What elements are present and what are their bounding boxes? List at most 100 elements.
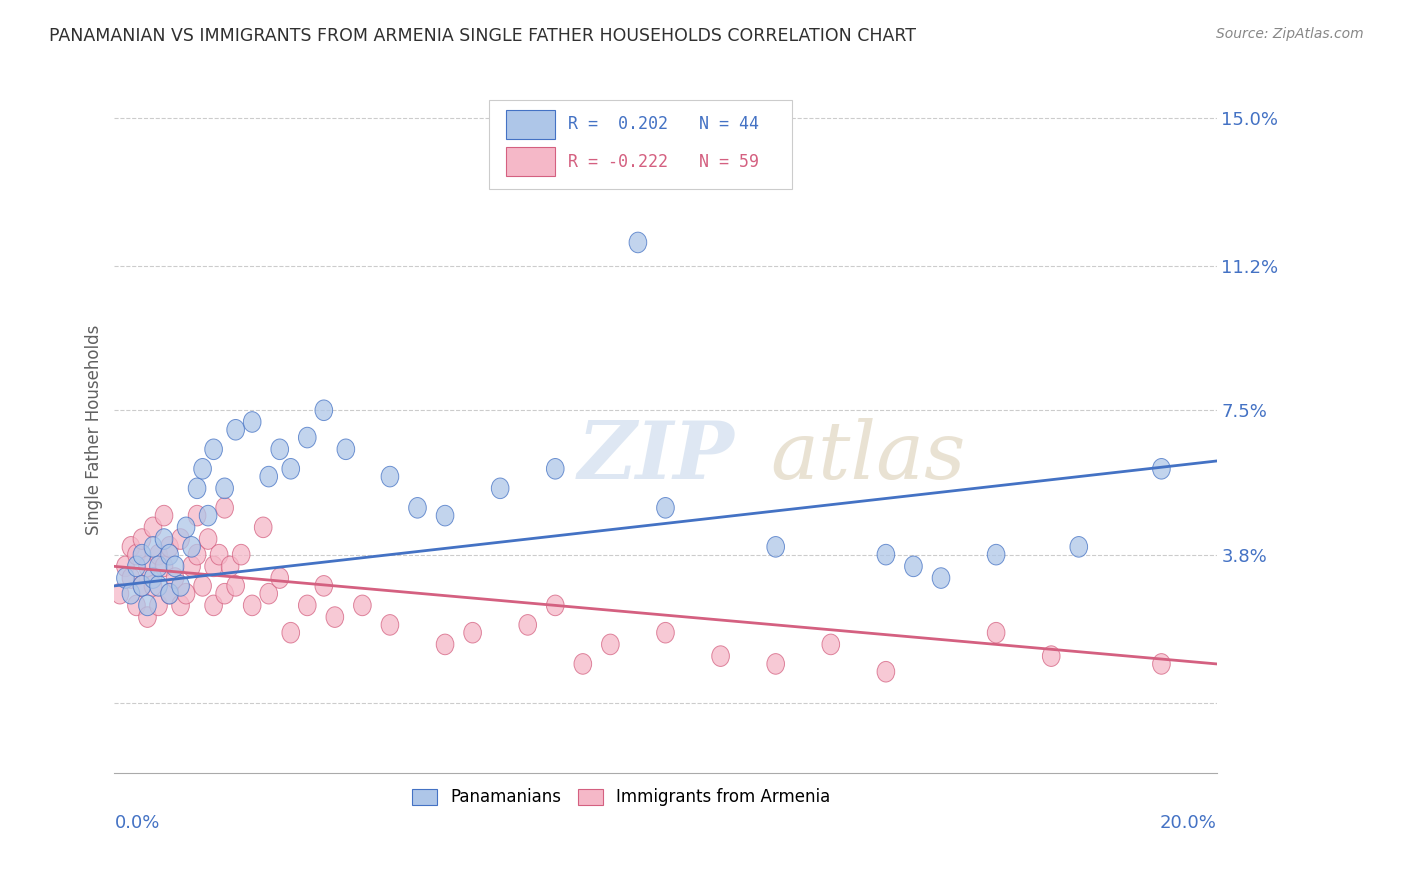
Ellipse shape bbox=[117, 568, 134, 589]
Ellipse shape bbox=[877, 544, 894, 565]
Ellipse shape bbox=[602, 634, 619, 655]
Ellipse shape bbox=[877, 662, 894, 682]
Ellipse shape bbox=[766, 537, 785, 558]
Ellipse shape bbox=[283, 623, 299, 643]
Ellipse shape bbox=[823, 634, 839, 655]
Ellipse shape bbox=[145, 517, 162, 538]
Ellipse shape bbox=[134, 575, 150, 596]
Ellipse shape bbox=[353, 595, 371, 615]
Ellipse shape bbox=[149, 544, 167, 565]
Ellipse shape bbox=[145, 568, 162, 589]
Y-axis label: Single Father Households: Single Father Households bbox=[86, 325, 103, 535]
Text: R = -0.222: R = -0.222 bbox=[568, 153, 668, 171]
Ellipse shape bbox=[166, 556, 184, 576]
Ellipse shape bbox=[381, 467, 399, 487]
Bar bbox=[506, 110, 555, 138]
Ellipse shape bbox=[547, 595, 564, 615]
Bar bbox=[506, 147, 555, 177]
Ellipse shape bbox=[172, 529, 190, 549]
Text: 20.0%: 20.0% bbox=[1160, 814, 1216, 832]
Ellipse shape bbox=[160, 544, 179, 565]
Ellipse shape bbox=[128, 556, 145, 576]
Ellipse shape bbox=[139, 556, 156, 576]
Ellipse shape bbox=[1153, 458, 1170, 479]
Ellipse shape bbox=[205, 556, 222, 576]
Ellipse shape bbox=[188, 506, 205, 526]
Ellipse shape bbox=[177, 583, 195, 604]
Ellipse shape bbox=[139, 607, 156, 627]
Ellipse shape bbox=[200, 506, 217, 526]
Ellipse shape bbox=[211, 544, 228, 565]
Ellipse shape bbox=[215, 583, 233, 604]
Ellipse shape bbox=[149, 556, 167, 576]
Ellipse shape bbox=[145, 575, 162, 596]
Ellipse shape bbox=[298, 595, 316, 615]
Ellipse shape bbox=[260, 583, 277, 604]
Ellipse shape bbox=[160, 583, 179, 604]
Ellipse shape bbox=[987, 623, 1005, 643]
Text: N = 44: N = 44 bbox=[699, 115, 758, 133]
Ellipse shape bbox=[436, 634, 454, 655]
Ellipse shape bbox=[200, 529, 217, 549]
Ellipse shape bbox=[134, 544, 150, 565]
Ellipse shape bbox=[464, 623, 481, 643]
Ellipse shape bbox=[172, 575, 190, 596]
Ellipse shape bbox=[657, 498, 675, 518]
Text: N = 59: N = 59 bbox=[699, 153, 758, 171]
Ellipse shape bbox=[657, 623, 675, 643]
Ellipse shape bbox=[166, 568, 184, 589]
Ellipse shape bbox=[134, 575, 150, 596]
Ellipse shape bbox=[337, 439, 354, 459]
Ellipse shape bbox=[271, 439, 288, 459]
FancyBboxPatch shape bbox=[489, 100, 792, 189]
Ellipse shape bbox=[1153, 654, 1170, 674]
Ellipse shape bbox=[1070, 537, 1088, 558]
Ellipse shape bbox=[183, 537, 201, 558]
Ellipse shape bbox=[128, 595, 145, 615]
Ellipse shape bbox=[134, 529, 150, 549]
Ellipse shape bbox=[117, 556, 134, 576]
Ellipse shape bbox=[436, 506, 454, 526]
Ellipse shape bbox=[122, 568, 139, 589]
Ellipse shape bbox=[221, 556, 239, 576]
Ellipse shape bbox=[145, 537, 162, 558]
Ellipse shape bbox=[155, 556, 173, 576]
Legend: Panamanians, Immigrants from Armenia: Panamanians, Immigrants from Armenia bbox=[405, 781, 838, 813]
Ellipse shape bbox=[326, 607, 343, 627]
Ellipse shape bbox=[298, 427, 316, 448]
Ellipse shape bbox=[243, 412, 262, 433]
Ellipse shape bbox=[111, 583, 129, 604]
Ellipse shape bbox=[315, 400, 333, 420]
Ellipse shape bbox=[226, 575, 245, 596]
Ellipse shape bbox=[519, 615, 537, 635]
Ellipse shape bbox=[194, 458, 211, 479]
Ellipse shape bbox=[188, 544, 205, 565]
Ellipse shape bbox=[139, 595, 156, 615]
Ellipse shape bbox=[205, 595, 222, 615]
Ellipse shape bbox=[226, 419, 245, 440]
Text: PANAMANIAN VS IMMIGRANTS FROM ARMENIA SINGLE FATHER HOUSEHOLDS CORRELATION CHART: PANAMANIAN VS IMMIGRANTS FROM ARMENIA SI… bbox=[49, 27, 917, 45]
Ellipse shape bbox=[711, 646, 730, 666]
Text: ZIP: ZIP bbox=[578, 418, 734, 496]
Ellipse shape bbox=[205, 439, 222, 459]
Ellipse shape bbox=[491, 478, 509, 499]
Ellipse shape bbox=[574, 654, 592, 674]
Ellipse shape bbox=[215, 498, 233, 518]
Ellipse shape bbox=[260, 467, 277, 487]
Ellipse shape bbox=[766, 654, 785, 674]
Text: Source: ZipAtlas.com: Source: ZipAtlas.com bbox=[1216, 27, 1364, 41]
Ellipse shape bbox=[177, 517, 195, 538]
Ellipse shape bbox=[160, 583, 179, 604]
Ellipse shape bbox=[932, 568, 950, 589]
Ellipse shape bbox=[254, 517, 271, 538]
Ellipse shape bbox=[1042, 646, 1060, 666]
Ellipse shape bbox=[283, 458, 299, 479]
Ellipse shape bbox=[183, 556, 201, 576]
Ellipse shape bbox=[215, 478, 233, 499]
Ellipse shape bbox=[409, 498, 426, 518]
Ellipse shape bbox=[987, 544, 1005, 565]
Ellipse shape bbox=[628, 232, 647, 252]
Ellipse shape bbox=[194, 575, 211, 596]
Ellipse shape bbox=[271, 568, 288, 589]
Ellipse shape bbox=[122, 537, 139, 558]
